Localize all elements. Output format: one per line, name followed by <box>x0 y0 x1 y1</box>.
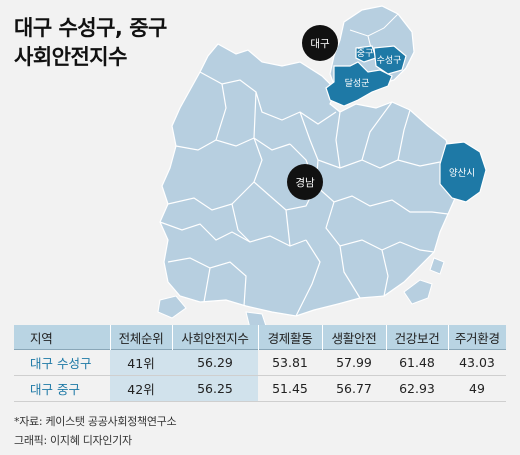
yangsan-region <box>439 141 487 203</box>
table-cell: 49 <box>448 375 506 402</box>
table-cell: 43.03 <box>448 349 506 376</box>
source-footer: *자료: 케이스탯 공공사회정책연구소 그래픽: 이지혜 디자인기자 <box>14 412 177 450</box>
column-header: 지역 <box>14 325 110 350</box>
table-cell: 51.45 <box>258 375 322 402</box>
gyeongnam-marker <box>287 164 323 200</box>
table-cell: 56.25 <box>172 375 258 402</box>
title-line-2: 사회안전지수 <box>14 45 127 69</box>
jung-gu-label: 중구 <box>357 48 374 59</box>
region-name-cell: 대구 수성구 <box>14 349 110 376</box>
page-title: 대구 수성구, 중구 사회안전지수 <box>14 14 167 72</box>
column-header: 사회안전지수 <box>171 325 258 350</box>
gyeongnam-label: 경남 <box>295 176 315 189</box>
dalseong-gun-region <box>325 61 393 107</box>
table-cell: 41위 <box>110 349 172 376</box>
table-row: 대구 수성구 41위 56.29 53.81 57.99 61.48 43.03 <box>14 349 506 376</box>
table-cell: 53.81 <box>258 349 322 376</box>
dalseong-gun-label: 달성군 <box>345 77 370 89</box>
daegu-marker <box>302 25 338 61</box>
table-cell: 42위 <box>110 375 172 402</box>
island <box>403 279 433 305</box>
column-header: 경제활동 <box>257 325 322 350</box>
data-table: 지역 전체순위 사회안전지수 경제활동 생활안전 건강보건 주거환경 대구 수성… <box>14 325 506 402</box>
column-header: 건강보건 <box>385 325 448 350</box>
title-line-1: 대구 수성구, 중구 <box>14 16 167 40</box>
table-row: 대구 중구 42위 56.25 51.45 56.77 62.93 49 <box>14 375 506 402</box>
source-note: *자료: 케이스탯 공공사회정책연구소 <box>14 415 177 428</box>
column-header: 생활안전 <box>321 325 386 350</box>
island <box>157 295 187 319</box>
table-cell: 62.93 <box>386 375 448 402</box>
column-header: 주거환경 <box>447 325 506 350</box>
jung-gu-region <box>355 45 377 63</box>
yangsan-label: 양산시 <box>449 168 475 179</box>
region-map: 대구 경남 중구 수성구 달성군 양산시 <box>157 5 487 329</box>
table-header-row: 지역 전체순위 사회안전지수 경제활동 생활안전 건강보건 주거환경 <box>14 325 506 350</box>
data-table-container: 지역 전체순위 사회안전지수 경제활동 생활안전 건강보건 주거환경 대구 수성… <box>14 325 506 402</box>
table-cell: 56.77 <box>322 375 386 402</box>
daegu-label: 대구 <box>310 38 330 50</box>
island <box>429 257 445 275</box>
region-name-cell: 대구 중구 <box>14 375 110 402</box>
table-cell: 61.48 <box>386 349 448 376</box>
graphic-credit: 그래픽: 이지혜 디자인기자 <box>14 434 132 447</box>
column-header: 전체순위 <box>109 325 172 350</box>
suseong-gu-region <box>373 45 407 75</box>
table-cell: 57.99 <box>322 349 386 376</box>
table-cell: 56.29 <box>172 349 258 376</box>
suseong-gu-label: 수성구 <box>377 55 402 66</box>
